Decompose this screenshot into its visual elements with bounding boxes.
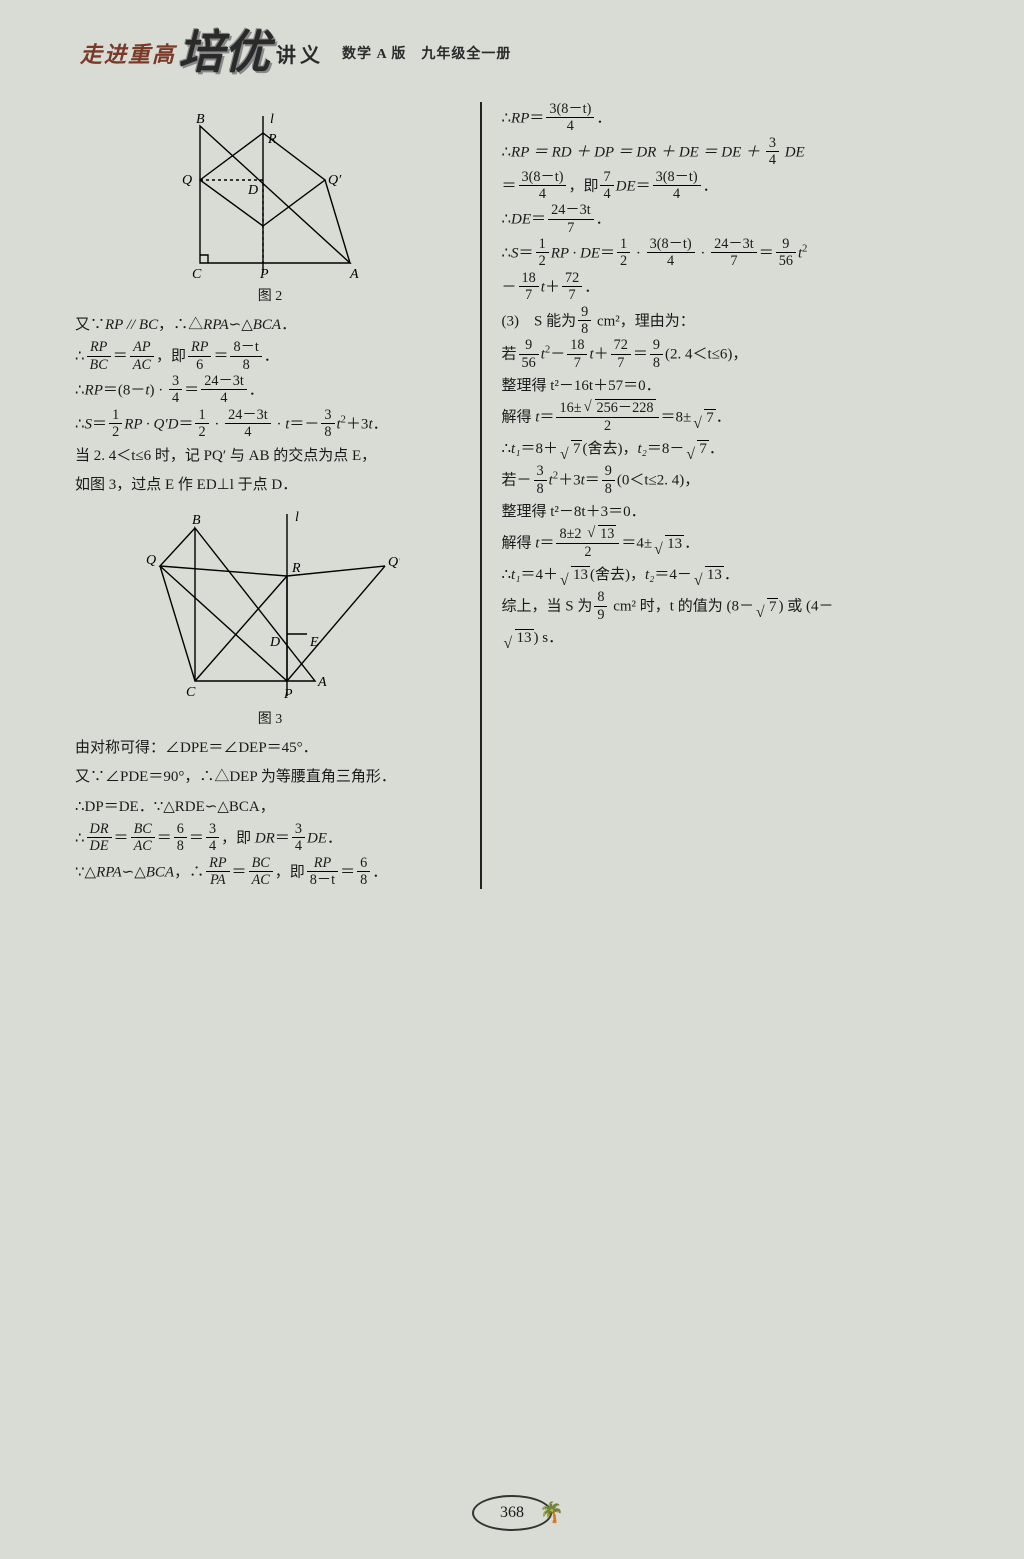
right-line-5: ∴S＝12RP · DE＝12 · 3(8－t)4 · 24－3t7＝956t2 <box>502 237 937 271</box>
left-line-9: ∴DP＝DE．∵△RDE∽△BCA， <box>75 793 465 822</box>
right-line-17: 13) s． <box>502 624 937 653</box>
right-line-4: ∴DE＝24－3t7． <box>502 203 937 237</box>
svg-text:C: C <box>186 685 196 700</box>
left-line-2: ∴RPBC＝APAC，即RP6＝8－t8． <box>75 340 465 374</box>
left-line-3: ∴RP＝(8－t) · 34＝24－3t4． <box>75 374 465 408</box>
svg-text:E: E <box>309 635 319 650</box>
svg-text:D: D <box>247 183 258 198</box>
header-deco: 培优 <box>178 16 270 82</box>
svg-text:Q: Q <box>146 553 156 568</box>
left-line-5: 当 2. 4＜t≤6 时，记 PQ′ 与 AB 的交点为点 E， <box>75 442 465 471</box>
header-small: 数学 A 版 九年级全一册 <box>342 43 511 63</box>
left-line-6: 如图 3，过点 E 作 ED⊥l 于点 D． <box>75 471 465 500</box>
left-line-10: ∴DRDE＝BCAC＝68＝34，即 DR＝34DE． <box>75 822 465 856</box>
svg-text:l: l <box>270 112 274 127</box>
svg-text:A: A <box>317 675 327 690</box>
left-line-7: 由对称可得：∠DPE＝∠DEP＝45°． <box>75 734 465 763</box>
right-line-13: 整理得 t²－8t＋3＝0． <box>502 498 937 527</box>
svg-text:D: D <box>269 635 280 650</box>
content-area: B l R Q D Q′ C P A 图 2 又∵RP // BC，∴△RPA∽… <box>75 102 955 889</box>
svg-text:B: B <box>192 513 201 528</box>
left-line-4: ∴S＝12RP · Q′D＝12 · 24－3t4 · t＝－38t2＋3t． <box>75 408 465 442</box>
figure-2-svg: B l R Q D Q′ C P A <box>170 108 370 283</box>
svg-text:C: C <box>192 267 202 282</box>
right-line-7: (3) S 能为98 cm²，理由为： <box>502 305 937 339</box>
svg-text:P: P <box>283 687 293 702</box>
right-line-14: 解得 t＝8±2 132＝4±13． <box>502 527 937 561</box>
svg-text:Q: Q <box>182 173 192 188</box>
svg-text:R: R <box>267 132 277 147</box>
figure-2: B l R Q D Q′ C P A 图 2 <box>75 108 465 305</box>
svg-text:l: l <box>295 510 299 525</box>
right-line-8: 若956t2－187t＋727＝98(2. 4＜t≤6)， <box>502 338 937 372</box>
left-line-1: 又∵RP // BC，∴△RPA∽△BCA． <box>75 311 465 340</box>
right-column: ∴RP＝3(8－t)4． ∴RP ＝ RD ＋ DP ＝ DR ＋ DE ＝ D… <box>482 102 937 889</box>
svg-text:P: P <box>259 267 269 282</box>
left-column: B l R Q D Q′ C P A 图 2 又∵RP // BC，∴△RPA∽… <box>75 102 480 889</box>
palm-icon: 🌴 <box>539 1500 564 1525</box>
right-line-9: 整理得 t²－16t＋57＝0． <box>502 372 937 401</box>
svg-text:Q′: Q′ <box>328 173 342 188</box>
page-number-value: 368 <box>500 1504 524 1522</box>
page-number-oval: 368 🌴 <box>472 1495 552 1531</box>
svg-text:A: A <box>349 267 359 282</box>
figure-3-caption: 图 3 <box>75 708 465 728</box>
svg-text:R: R <box>291 561 301 576</box>
page-number: 368 🌴 <box>472 1495 552 1531</box>
svg-text:B: B <box>196 112 205 127</box>
figure-2-caption: 图 2 <box>75 285 465 305</box>
right-line-15: ∴t₁＝4＋13(舍去)，t₂＝4－13． <box>502 561 937 590</box>
right-line-1: ∴RP＝3(8－t)4． <box>502 102 937 136</box>
svg-text:Q′: Q′ <box>388 555 400 570</box>
header-sub: 讲义 <box>276 39 324 68</box>
figure-3-svg: B l Q R Q′ D E C P A <box>140 506 400 706</box>
right-line-6: －187t＋727． <box>502 271 937 305</box>
figure-3: B l Q R Q′ D E C P A 图 3 <box>75 506 465 728</box>
header-brand: 走进重高 <box>80 37 176 69</box>
right-line-10: 解得 t＝16±256－2282＝8±7． <box>502 401 937 435</box>
right-line-11: ∴t₁＝8＋7(舍去)，t₂＝8－7． <box>502 435 937 464</box>
left-line-11: ∵△RPA∽△BCA，∴RPPA＝BCAC，即RP8－t＝68． <box>75 856 465 890</box>
right-line-2: ∴RP ＝ RD ＋ DP ＝ DR ＋ DE ＝ DE ＋ 34 DE <box>502 136 937 170</box>
left-line-8: 又∵∠PDE＝90°，∴△DEP 为等腰直角三角形． <box>75 763 465 792</box>
page-header: 走进重高 培优 讲义 数学 A 版 九年级全一册 <box>80 20 511 86</box>
right-line-3: ＝3(8－t)4，即74DE＝3(8－t)4． <box>502 170 937 204</box>
